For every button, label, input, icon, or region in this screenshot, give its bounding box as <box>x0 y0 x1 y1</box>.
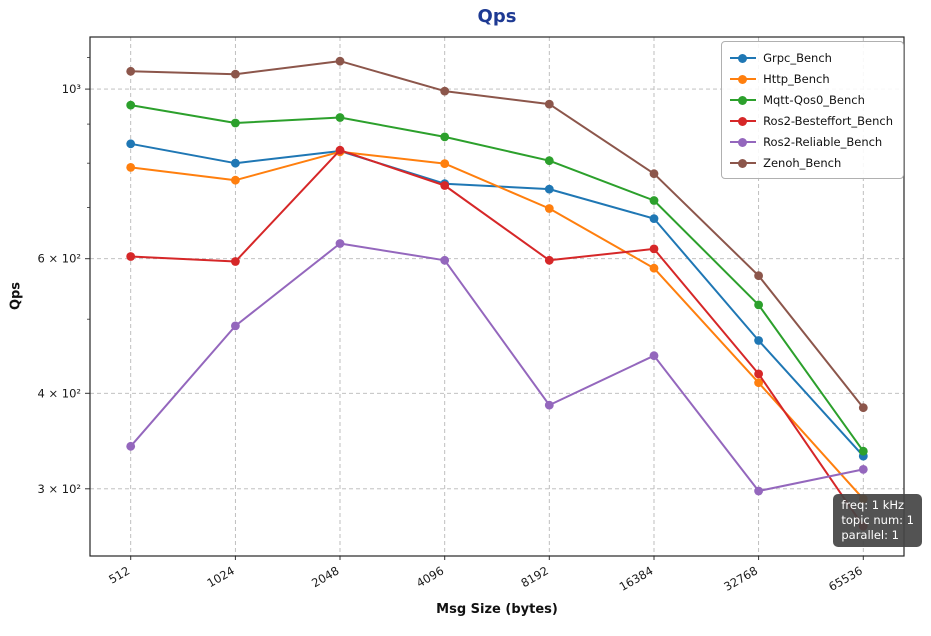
data-point <box>649 351 659 361</box>
data-point <box>440 159 450 169</box>
legend-item: Mqtt-Qos0_Bench <box>730 92 893 108</box>
data-point <box>231 175 240 185</box>
x-tick-label: 16384 <box>617 563 656 593</box>
series-line <box>129 150 865 500</box>
series-line <box>129 242 865 492</box>
data-point <box>649 196 659 205</box>
data-point <box>754 486 763 496</box>
data-point <box>754 271 763 281</box>
data-point <box>231 69 240 79</box>
data-point <box>335 145 345 155</box>
data-point <box>231 158 240 168</box>
data-point <box>440 132 450 142</box>
data-point <box>231 257 240 266</box>
data-point <box>858 403 868 413</box>
legend-label: Grpc_Bench <box>763 51 832 65</box>
data-point <box>126 100 136 110</box>
x-tick-label: 1024 <box>205 563 237 590</box>
x-tick-label: 65536 <box>826 563 865 593</box>
annotation-line-topic: topic num: 1 <box>841 513 914 527</box>
x-tick-label: 32768 <box>721 563 760 593</box>
data-point <box>231 321 240 331</box>
data-point <box>649 244 659 254</box>
legend-item: Zenoh_Bench <box>730 155 893 171</box>
data-point <box>754 378 763 388</box>
annotation-box: freq: 1 kHz topic num: 1 parallel: 1 <box>833 494 922 547</box>
data-point <box>544 204 554 213</box>
data-point <box>544 99 554 109</box>
x-tick-label: 512 <box>106 563 132 586</box>
data-point <box>858 446 868 456</box>
legend-label: Ros2-Besteffort_Bench <box>763 114 893 128</box>
data-point <box>126 66 136 76</box>
legend-marker <box>730 53 757 63</box>
data-point <box>335 56 345 66</box>
y-axis-label: Qps <box>8 281 24 311</box>
annotation-line-parallel: parallel: 1 <box>841 528 899 542</box>
data-point <box>440 255 450 265</box>
data-point <box>649 214 659 224</box>
legend-marker <box>730 116 757 126</box>
data-point <box>649 169 659 179</box>
data-point <box>231 118 240 128</box>
data-point <box>544 156 554 166</box>
data-point <box>544 400 554 410</box>
data-point <box>754 300 763 310</box>
data-point <box>335 113 345 122</box>
data-point <box>126 441 136 451</box>
legend-item: Ros2-Besteffort_Bench <box>730 113 893 129</box>
legend-item: Http_Bench <box>730 71 893 87</box>
legend-label: Http_Bench <box>763 72 830 86</box>
x-tick-label: 2048 <box>309 563 341 590</box>
plot-border <box>89 36 905 557</box>
legend: Grpc_Bench Http_Bench Mqtt-Qos0_Bench Ros2-… <box>721 41 904 179</box>
data-point <box>754 336 763 345</box>
data-point <box>126 163 136 172</box>
y-tick-label: 3 × 10² <box>37 482 81 496</box>
legend-marker <box>730 74 757 84</box>
data-point <box>649 263 659 273</box>
y-tick-label: 10³ <box>62 82 82 96</box>
y-tick-label: 6 × 10² <box>37 252 81 266</box>
x-tick-label: 8192 <box>518 563 550 590</box>
legend-label: Ros2-Reliable_Bench <box>763 135 883 149</box>
legend-marker <box>730 137 757 147</box>
series-line <box>129 149 865 528</box>
data-point <box>754 369 763 379</box>
y-tick-label: 4 × 10² <box>37 386 81 400</box>
annotation-line-freq: freq: 1 kHz <box>841 498 905 512</box>
x-tick-label: 4096 <box>414 563 446 590</box>
legend-marker <box>730 158 757 168</box>
legend-label: Mqtt-Qos0_Bench <box>763 93 865 107</box>
data-point <box>858 465 868 474</box>
legend-item: Ros2-Reliable_Bench <box>730 134 893 150</box>
legend-item: Grpc_Bench <box>730 50 893 66</box>
x-axis-label: Msg Size (bytes) <box>436 602 558 617</box>
data-point <box>440 86 450 96</box>
data-point <box>544 255 554 265</box>
series-line <box>129 60 865 409</box>
series-line <box>129 104 865 453</box>
legend-label: Zenoh_Bench <box>763 156 842 170</box>
chart-title: Qps <box>477 6 517 27</box>
legend-marker <box>730 95 757 105</box>
data-point <box>126 139 136 149</box>
data-point <box>440 181 450 190</box>
data-point <box>544 184 554 194</box>
data-point <box>335 239 345 248</box>
data-point <box>126 252 136 261</box>
